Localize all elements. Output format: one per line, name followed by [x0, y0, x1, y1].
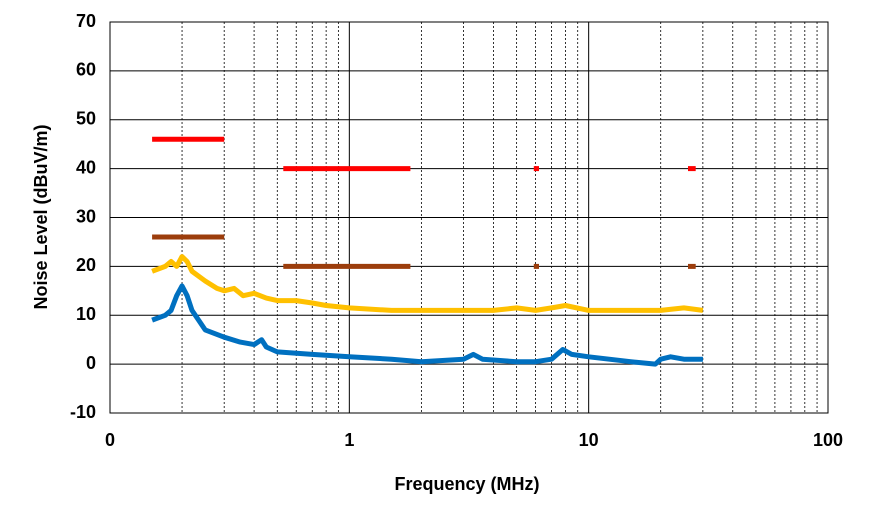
y-tick-label: 0: [86, 353, 96, 373]
x-tick-label: 1: [344, 430, 354, 450]
series-line: [151, 283, 703, 367]
x-tick-label: 10: [579, 430, 599, 450]
y-tick-label: 10: [76, 304, 96, 324]
y-tick-label: 30: [76, 206, 96, 226]
y-tick-label: 40: [76, 157, 96, 177]
y-tick-label: 50: [76, 109, 96, 129]
plot-frame: [109, 21, 829, 414]
y-tick-label: 60: [76, 60, 96, 80]
series-line: [151, 254, 704, 313]
x-axis-label: Frequency (MHz): [394, 474, 539, 494]
y-tick-label: 20: [76, 255, 96, 275]
x-tick-label: 100: [813, 430, 843, 450]
y-tick-label: -10: [70, 402, 96, 422]
x-tick-label: 0: [105, 430, 115, 450]
y-axis-label: Noise Level (dBuV/m): [31, 124, 51, 309]
y-tick-label: 70: [76, 11, 96, 31]
